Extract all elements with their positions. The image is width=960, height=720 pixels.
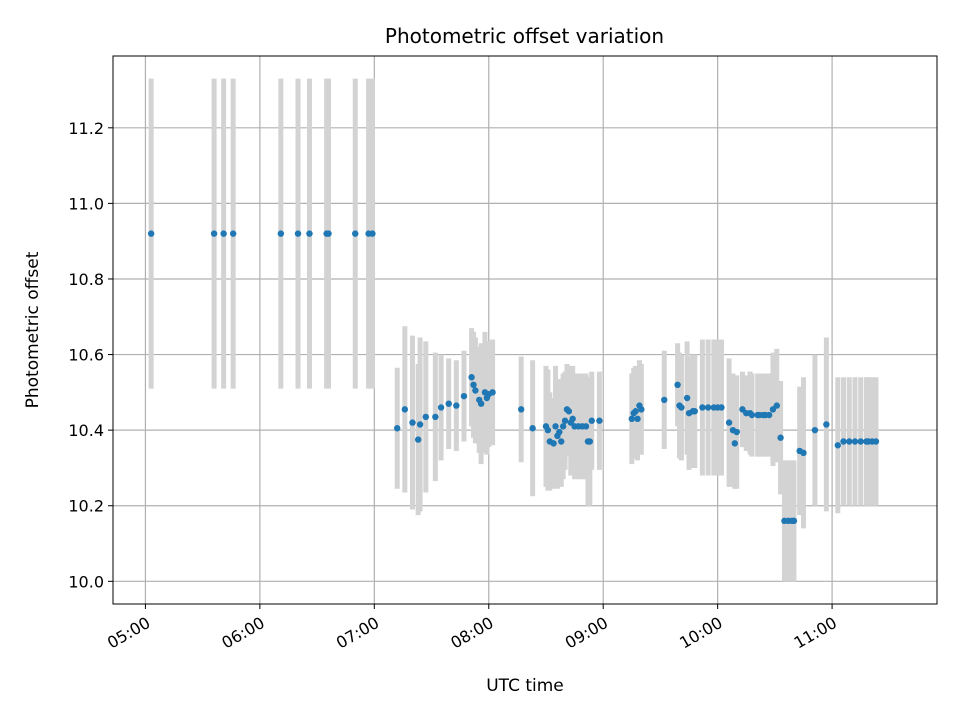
data-point [277, 230, 285, 237]
data-point [432, 413, 439, 421]
data-point [477, 400, 485, 407]
data-point [661, 396, 668, 404]
data-point [517, 406, 525, 413]
data-point [445, 400, 452, 407]
data-point [229, 230, 237, 237]
y-tick-label: 10.6 [68, 346, 104, 365]
chart-title: Photometric offset variation [385, 24, 664, 48]
data-point [472, 387, 479, 394]
data-point [416, 421, 424, 428]
data-point [800, 449, 807, 457]
data-point [628, 415, 636, 423]
y-tick-label: 10.0 [68, 572, 104, 591]
data-point [468, 374, 475, 381]
data-point [558, 438, 565, 445]
data-point [678, 404, 685, 411]
data-point [306, 230, 313, 237]
data-points [147, 230, 880, 525]
data-point [872, 438, 880, 445]
y-axis-label: Photometric offset [23, 251, 43, 408]
data-point [550, 440, 557, 447]
data-point [561, 417, 569, 424]
data-point [834, 442, 842, 449]
data-point [210, 230, 218, 237]
data-point [582, 423, 590, 430]
data-point [437, 404, 445, 411]
data-point [489, 389, 496, 396]
data-point [559, 423, 567, 430]
data-point [699, 404, 706, 411]
data-point [777, 434, 784, 441]
data-point [414, 436, 422, 443]
data-point [220, 230, 227, 237]
data-point [294, 230, 302, 237]
data-point [569, 415, 576, 423]
data-point [731, 440, 739, 447]
data-point [409, 419, 416, 426]
plot-frame [112, 55, 938, 605]
data-point [725, 419, 733, 426]
data-point [790, 517, 798, 525]
data-point [588, 417, 595, 424]
data-point [369, 230, 376, 237]
y-tick-label: 10.4 [68, 421, 104, 440]
y-axis: 10.0 10.2 10.4 10.6 10.8 11.0 11.2 [68, 119, 113, 591]
y-tick-label: 11.2 [68, 119, 104, 138]
data-point [674, 381, 681, 388]
data-point [691, 408, 698, 415]
data-point [632, 408, 639, 415]
data-point [325, 230, 332, 237]
data-point [857, 438, 864, 445]
data-point [401, 406, 409, 413]
data-point [634, 415, 641, 423]
data-point [704, 404, 712, 411]
data-point [565, 408, 573, 415]
y-tick-label: 10.2 [68, 497, 104, 516]
data-point [147, 230, 155, 237]
data-point [638, 406, 645, 413]
y-tick-label: 11.0 [68, 194, 104, 213]
data-point [394, 425, 401, 432]
data-point [773, 402, 780, 409]
data-point [765, 411, 773, 419]
data-point [840, 438, 847, 445]
y-tick-label: 10.8 [68, 270, 104, 289]
data-point [470, 381, 477, 388]
data-point [529, 425, 536, 432]
data-point [718, 404, 725, 411]
x-axis-label: UTC time [486, 676, 564, 696]
data-point [811, 426, 819, 434]
data-point [556, 428, 563, 436]
data-point [851, 438, 859, 445]
data-point [352, 230, 359, 237]
data-point [823, 421, 830, 428]
data-point [552, 423, 559, 430]
data-point [733, 428, 740, 436]
data-point [846, 438, 853, 445]
data-point [748, 411, 756, 419]
data-point [683, 394, 691, 402]
data-point [596, 417, 603, 424]
data-point [460, 392, 468, 400]
data-point [453, 402, 460, 409]
data-point [586, 438, 594, 445]
data-point [544, 426, 552, 434]
data-point [422, 413, 430, 421]
